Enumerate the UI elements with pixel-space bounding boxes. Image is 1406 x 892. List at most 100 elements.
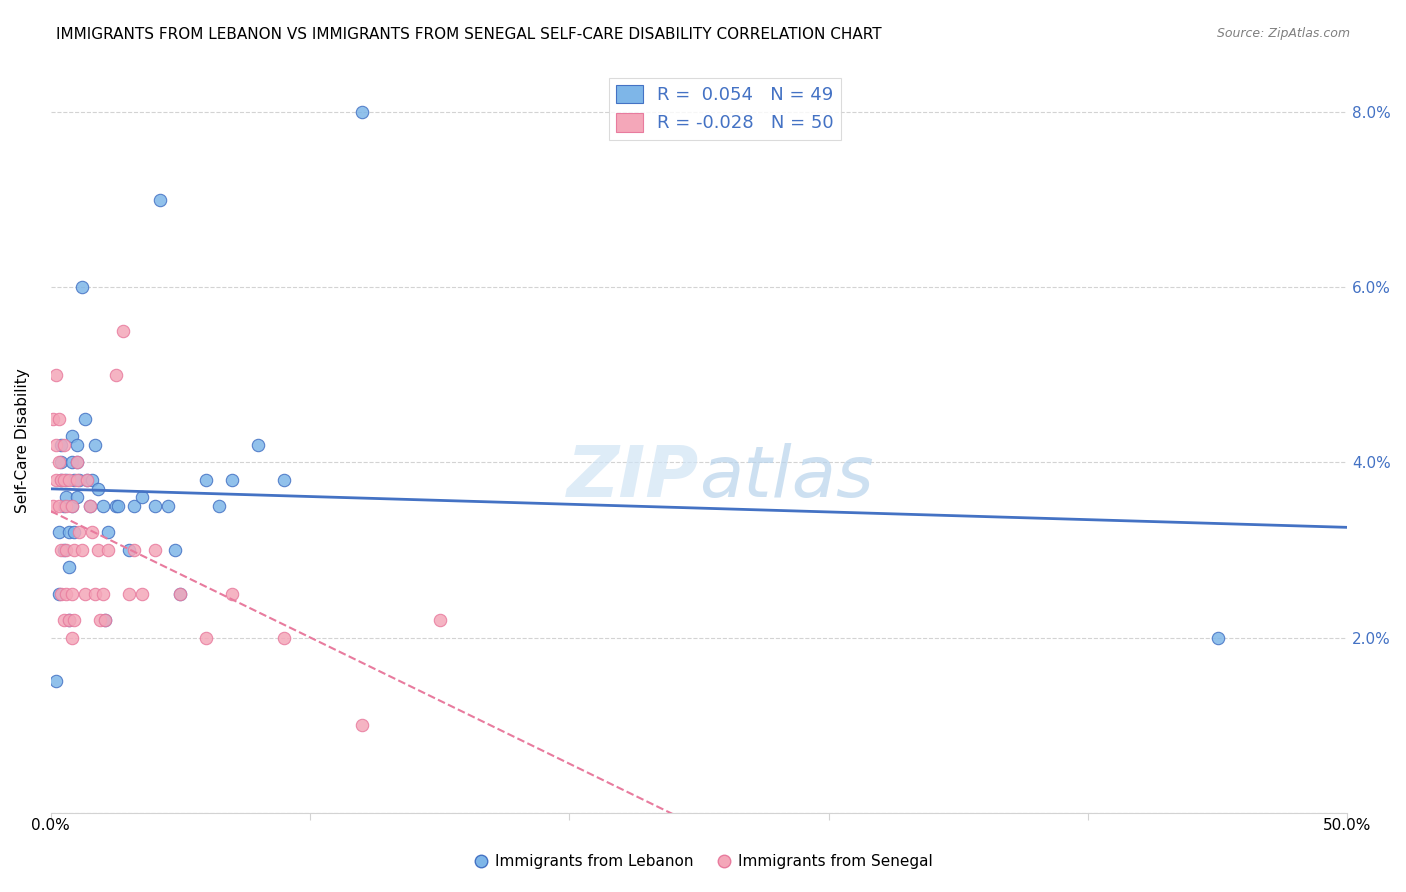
Point <box>55 587 77 601</box>
Point <box>143 499 166 513</box>
Point <box>48 587 70 601</box>
Point <box>84 587 107 601</box>
Text: IMMIGRANTS FROM LEBANON VS IMMIGRANTS FROM SENEGAL SELF-CARE DISABILITY CORRELAT: IMMIGRANTS FROM LEBANON VS IMMIGRANTS FR… <box>56 27 882 42</box>
Point <box>45 473 67 487</box>
Point <box>58 473 80 487</box>
Point <box>70 543 93 558</box>
Point <box>58 613 80 627</box>
Point <box>117 587 139 601</box>
Point <box>86 482 108 496</box>
Point <box>45 438 67 452</box>
Point <box>51 473 73 487</box>
Point <box>51 438 73 452</box>
Point <box>86 543 108 558</box>
Point <box>52 438 75 452</box>
Point <box>107 499 129 513</box>
Point <box>97 525 120 540</box>
Point <box>66 491 89 505</box>
Point <box>94 613 117 627</box>
Point <box>51 473 73 487</box>
Point <box>91 499 114 513</box>
Point <box>104 368 127 382</box>
Point <box>67 525 90 540</box>
Point <box>63 473 86 487</box>
Point <box>273 631 295 645</box>
Point <box>60 587 83 601</box>
Point <box>67 473 90 487</box>
Point <box>73 411 96 425</box>
Point <box>45 368 67 382</box>
Point <box>143 543 166 558</box>
Point <box>63 525 86 540</box>
Legend: Immigrants from Lebanon, Immigrants from Senegal: Immigrants from Lebanon, Immigrants from… <box>467 848 939 875</box>
Point <box>208 499 231 513</box>
Point <box>84 438 107 452</box>
Point <box>52 499 75 513</box>
Point <box>55 491 77 505</box>
Point <box>82 473 104 487</box>
Point <box>79 499 101 513</box>
Point <box>66 473 89 487</box>
Point <box>165 543 187 558</box>
Point <box>122 499 145 513</box>
Point <box>94 613 117 627</box>
Point <box>48 525 70 540</box>
Point <box>273 473 295 487</box>
Point <box>122 543 145 558</box>
Point <box>60 499 83 513</box>
Point <box>104 499 127 513</box>
Point <box>52 613 75 627</box>
Point <box>48 411 70 425</box>
Point <box>117 543 139 558</box>
Text: 50.0%: 50.0% <box>1323 818 1371 833</box>
Text: atlas: atlas <box>699 443 873 512</box>
Point <box>195 473 218 487</box>
Point <box>42 411 65 425</box>
Point <box>63 543 86 558</box>
Point <box>55 473 77 487</box>
Point <box>156 499 179 513</box>
Point <box>247 438 270 452</box>
Point <box>131 491 153 505</box>
Point <box>429 613 451 627</box>
Point <box>51 455 73 469</box>
Point <box>131 587 153 601</box>
Point <box>350 105 373 120</box>
Point <box>221 587 243 601</box>
Point <box>97 543 120 558</box>
Point <box>350 718 373 732</box>
Text: 0.0%: 0.0% <box>31 818 70 833</box>
Point <box>169 587 191 601</box>
Point <box>82 525 104 540</box>
Point <box>149 193 172 207</box>
Point <box>60 631 83 645</box>
Point <box>48 455 70 469</box>
Text: Source: ZipAtlas.com: Source: ZipAtlas.com <box>1216 27 1350 40</box>
Point <box>1206 631 1229 645</box>
Point <box>221 473 243 487</box>
Point <box>60 455 83 469</box>
Point <box>76 473 98 487</box>
Point <box>48 499 70 513</box>
Point <box>70 280 93 294</box>
Point <box>73 587 96 601</box>
Legend: R =  0.054   N = 49, R = -0.028   N = 50: R = 0.054 N = 49, R = -0.028 N = 50 <box>609 78 841 140</box>
Point <box>51 543 73 558</box>
Point <box>55 543 77 558</box>
Point <box>51 587 73 601</box>
Point <box>112 324 135 338</box>
Point <box>66 438 89 452</box>
Point <box>45 674 67 689</box>
Point <box>91 587 114 601</box>
Text: ZIP: ZIP <box>567 443 699 512</box>
Point <box>60 429 83 443</box>
Point <box>55 499 77 513</box>
Point <box>79 499 101 513</box>
Point <box>76 473 98 487</box>
Point <box>42 499 65 513</box>
Point <box>63 613 86 627</box>
Point <box>66 455 89 469</box>
Y-axis label: Self-Care Disability: Self-Care Disability <box>15 368 30 513</box>
Point <box>58 525 80 540</box>
Point <box>58 613 80 627</box>
